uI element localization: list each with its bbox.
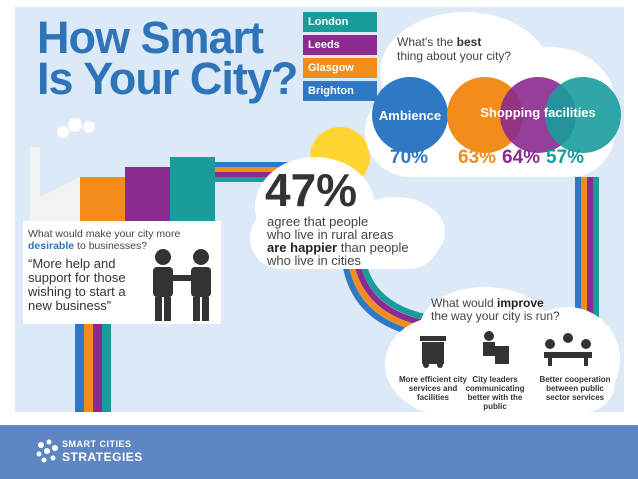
improve-item-cooperation: Better cooperation between public sector… (539, 375, 611, 402)
pct-ambience: 70% (390, 147, 429, 168)
smart-cities-logo-icon (36, 439, 58, 463)
footer-logo[interactable]: SMART CITIES STRATEGIES (62, 438, 143, 464)
city-legend: London Leeds Glasgow Brighton (303, 12, 377, 104)
improve-item-leaders: City leaders communicating better with t… (465, 375, 525, 411)
desirable-answer: “More help and support for those wishing… (28, 256, 126, 313)
shopping-circle-teal (545, 77, 621, 153)
rural-stat: 47% (265, 164, 358, 216)
pct-shopping-purple: 64% (502, 147, 541, 168)
improve-question: What would improve the way your city is … (431, 296, 560, 323)
factory-icon (30, 147, 215, 222)
logo-line2: STRATEGIES (62, 450, 143, 464)
page-title: How Smart Is Your City? (37, 15, 298, 101)
desirable-question: What would make your city more desirable… (28, 228, 181, 252)
legend-brighton: Brighton (303, 81, 377, 101)
best-question: What's the best thing about your city? (397, 35, 512, 63)
speaker-podium-icon (483, 331, 509, 364)
legend-leeds: Leeds (303, 35, 377, 55)
ambience-label: Ambience (378, 107, 442, 123)
ambience-circle: Ambience (372, 77, 448, 153)
rural-text: agree that people who live in rural area… (267, 214, 409, 268)
improve-item-services: More efficient city services and facilit… (398, 375, 467, 402)
shopping-label: Shopping facilities (480, 105, 596, 120)
stripes-illustration (30, 118, 599, 412)
footer-bar (0, 425, 638, 479)
handshake-icon (153, 249, 211, 321)
pct-shopping-teal: 57% (546, 147, 585, 168)
bin-icon (420, 336, 446, 368)
desirable-panel (23, 221, 221, 324)
legend-london: London (303, 12, 377, 32)
pct-shopping-orange: 63% (458, 147, 497, 168)
legend-glasgow: Glasgow (303, 58, 377, 78)
title-line2: Is Your City? (37, 53, 298, 104)
meeting-table-icon (544, 333, 592, 366)
title-line1: How Smart (37, 12, 264, 63)
logo-line1: SMART CITIES (62, 439, 132, 449)
infographic: How Smart Is Your City? London Leeds Gla… (15, 7, 624, 412)
